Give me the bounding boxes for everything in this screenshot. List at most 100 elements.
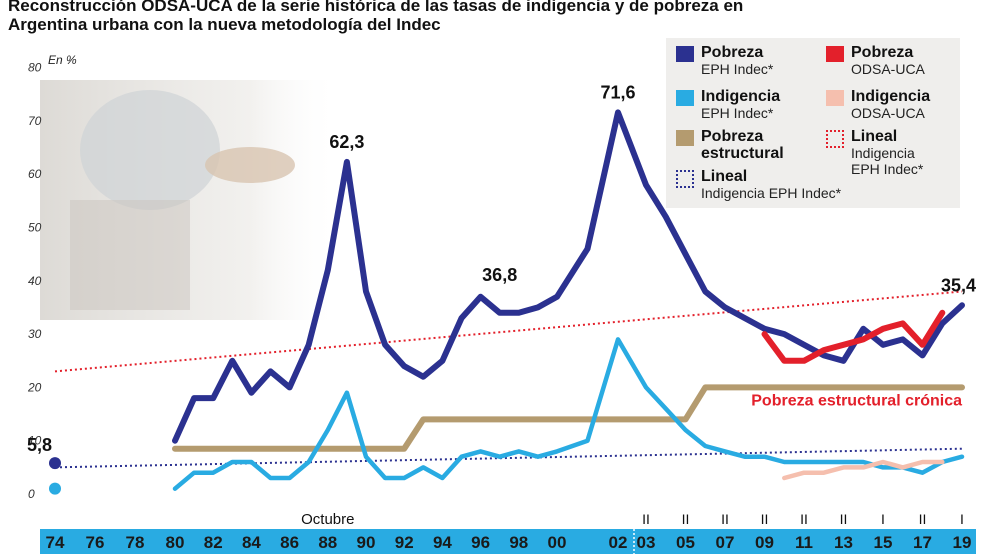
- x-tick-label-09: 09: [755, 533, 774, 552]
- data-points: [49, 457, 61, 495]
- x-sublabel-07: II: [721, 511, 729, 527]
- legend-item-pobreza-estructural: Pobreza estructural: [701, 128, 784, 162]
- y-axis: En % 0 10 20 30 40 50 60 70 80: [27, 53, 77, 501]
- trendlines: [54, 290, 963, 469]
- annotation-62-3: 62,3: [329, 132, 364, 152]
- y-tick-label-20: 20: [27, 380, 42, 394]
- legend-item-pobreza-eph: Pobreza EPH Indec*: [701, 44, 773, 77]
- x-tick-label-82: 82: [204, 533, 223, 552]
- y-tick-label-50: 50: [28, 221, 42, 235]
- y-tick-label-60: 60: [28, 167, 42, 181]
- legend-item-indigencia-eph: Indigencia EPH Indec*: [701, 88, 780, 121]
- legend-subtitle: EPH Indec*: [701, 105, 774, 121]
- x-sublabel-13: II: [840, 511, 848, 527]
- series-line-indigencia-odsa-uca: [782, 459, 945, 481]
- annotations: 5,8 62,3 36,8 71,6 35,4 Pobreza estructural c…: [27, 82, 976, 455]
- annotation-36-8: 36,8: [482, 265, 517, 285]
- series-line-pobreza-odsa-uca: [761, 309, 946, 364]
- legend-swatch-indigencia-odsa: [826, 90, 844, 106]
- legend-title: Lineal: [851, 128, 898, 145]
- legend-swatch-indigencia-eph: [676, 90, 694, 106]
- legend-title: Pobreza: [851, 44, 914, 61]
- x-sublabel-19: I: [960, 511, 964, 527]
- x-tick-label-05: 05: [676, 533, 695, 552]
- legend-item-indigencia-odsa: Indigencia ODSA-UCA: [851, 88, 930, 121]
- y-axis-label: En %: [48, 53, 77, 67]
- x-sublabel-17: II: [919, 511, 927, 527]
- x-sublabel-15: I: [881, 511, 885, 527]
- x-tick-label-11: 11: [795, 533, 813, 552]
- background-photo: [40, 80, 340, 320]
- y-tick-label-30: 30: [28, 327, 42, 341]
- x-tick-label-19: 19: [953, 533, 972, 552]
- data-point-1: [49, 482, 61, 495]
- y-tick-label-40: 40: [28, 274, 42, 288]
- trendline-0: [54, 447, 963, 469]
- x-tick-label-17: 17: [913, 533, 932, 552]
- legend-item-lineal-blue: Lineal Indigencia EPH Indec*: [701, 168, 841, 201]
- legend-subtitle: ODSA-UCA: [851, 61, 925, 77]
- annotation-pobreza-estructural-cronica: Pobreza estructural crónica: [751, 392, 962, 409]
- x-tick-label-02: 02: [609, 533, 628, 552]
- legend-swatch-pobreza-estructural: [676, 130, 694, 146]
- x-tick-label-80: 80: [166, 533, 185, 552]
- legend-swatch-pobreza-eph: [676, 46, 694, 62]
- x-tick-label-96: 96: [471, 533, 490, 552]
- legend-subtitle: Indigencia: [851, 145, 915, 161]
- x-tick-label-92: 92: [395, 533, 414, 552]
- y-tick-label-80: 80: [28, 61, 42, 75]
- legend: Pobreza EPH Indec* Pobreza ODSA-UCA Indigenc…: [666, 38, 960, 208]
- chart-title-line-1: Reconstrucción ODSA-UCA de la serie hist…: [8, 0, 744, 15]
- x-tick-label-84: 84: [242, 533, 261, 552]
- data-point-0: [49, 457, 61, 470]
- legend-subtitle-2: EPH Indec*: [851, 161, 924, 177]
- legend-subtitle: ODSA-UCA: [851, 105, 925, 121]
- x-tick-label-07: 07: [716, 533, 735, 552]
- annotation-71-6: 71,6: [600, 82, 635, 102]
- annotation-5-8: 5,8: [27, 435, 52, 455]
- legend-title: Indigencia: [701, 88, 781, 105]
- legend-swatch-lineal-red: [826, 130, 844, 148]
- chart-title-line-2: Argentina urbana con la nueva metodologí…: [8, 15, 441, 34]
- annotation-35-4: 35,4: [941, 275, 976, 295]
- x-sublabel-11: II: [800, 511, 808, 527]
- legend-subtitle: Indigencia EPH Indec*: [701, 185, 842, 201]
- x-tick-label-88: 88: [318, 533, 337, 552]
- legend-title: Pobreza: [701, 44, 764, 61]
- series-lines: [172, 109, 965, 491]
- x-tick-label-78: 78: [126, 533, 145, 552]
- x-tick-label-76: 76: [86, 533, 105, 552]
- x-sublabel-09: II: [761, 511, 769, 527]
- legend-title-2: estructural: [701, 145, 784, 162]
- x-tick-label-00: 00: [548, 533, 567, 552]
- legend-title: Indigencia: [851, 88, 931, 105]
- legend-subtitle: EPH Indec*: [701, 61, 774, 77]
- legend-title: Pobreza: [701, 128, 764, 145]
- x-tick-label-13: 13: [834, 533, 853, 552]
- x-axis-band: [40, 529, 976, 554]
- x-sublabel-03: II: [642, 511, 650, 527]
- chart-title: Reconstrucción ODSA-UCA de la serie hist…: [8, 0, 743, 34]
- legend-item-lineal-red: Lineal Indigencia EPH Indec*: [851, 128, 923, 177]
- y-tick-label-10: 10: [28, 434, 42, 448]
- legend-title: Lineal: [701, 168, 748, 185]
- legend-item-pobreza-odsa: Pobreza ODSA-UCA: [851, 44, 925, 77]
- y-tick-label-0: 0: [28, 487, 35, 501]
- series-line-pobreza-estructural: [172, 384, 965, 452]
- x-tick-label-98: 98: [509, 533, 528, 552]
- x-tick-label-74: 74: [46, 533, 65, 552]
- x-tick-label-94: 94: [433, 533, 452, 552]
- legend-swatch-pobreza-odsa: [826, 46, 844, 62]
- x-sublabel-05: II: [682, 511, 690, 527]
- y-tick-label-70: 70: [28, 114, 42, 128]
- series-line-indigencia-eph-indec: [172, 337, 965, 491]
- series-line-pobreza-eph-indec: [172, 109, 965, 444]
- legend-swatch-lineal-blue: [676, 170, 694, 188]
- x-tick-label-03: 03: [637, 533, 656, 552]
- x-sublabel-88: Octubre: [301, 511, 354, 528]
- x-tick-label-86: 86: [280, 533, 299, 552]
- x-tick-label-15: 15: [874, 533, 893, 552]
- trendline-1: [54, 290, 963, 373]
